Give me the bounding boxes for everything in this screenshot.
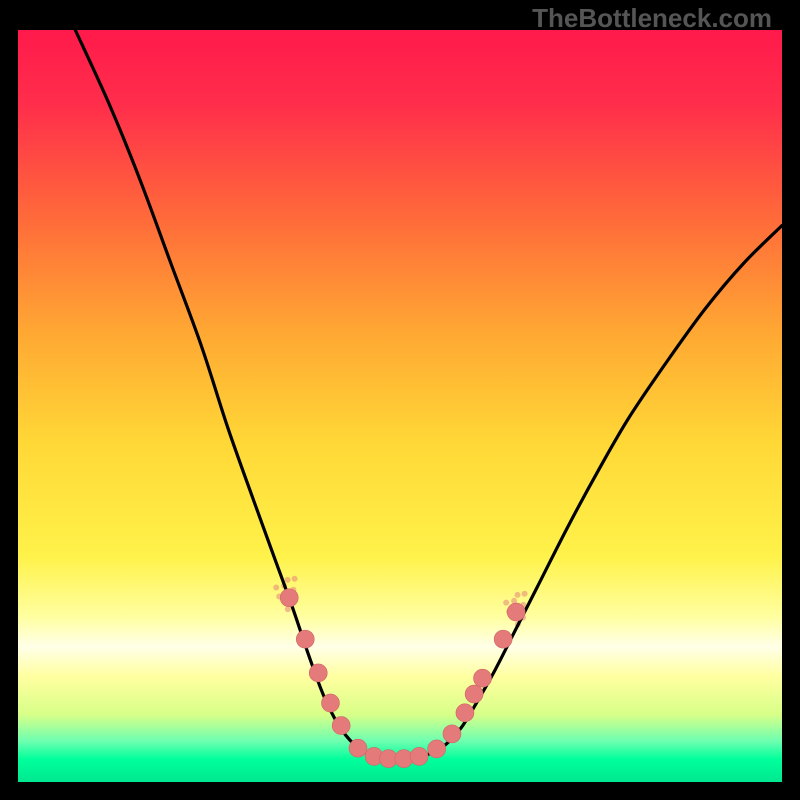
bottleneck-chart (0, 0, 800, 800)
border-bottom (0, 782, 800, 800)
data-dot (494, 630, 512, 648)
border-right (782, 0, 800, 800)
data-dot (465, 685, 483, 703)
plot-background (18, 30, 782, 782)
data-dot (280, 589, 298, 607)
watermark-text: TheBottleneck.com (532, 3, 772, 34)
data-dot (321, 694, 339, 712)
data-dot (410, 747, 428, 765)
data-dot (349, 739, 367, 757)
data-dot (456, 704, 474, 722)
data-dot (309, 664, 327, 682)
data-dot (296, 630, 314, 648)
data-dot (443, 725, 461, 743)
border-left (0, 0, 18, 800)
data-dot (428, 740, 446, 758)
chart-container: TheBottleneck.com (0, 0, 800, 800)
data-dot (474, 669, 492, 687)
data-dot (507, 603, 525, 621)
data-dot (332, 717, 350, 735)
